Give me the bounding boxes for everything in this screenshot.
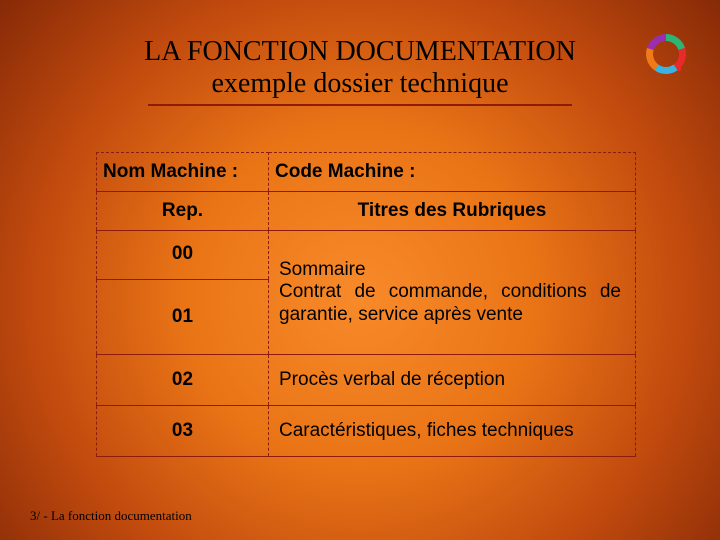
footer-text: 3/ - La fonction documentation [30,508,192,524]
header-code-machine: Code Machine : [269,153,636,192]
subheader-rubriques: Titres des Rubriques [269,192,636,231]
header-nom-machine: Nom Machine : [97,153,269,192]
rubrique-cell: Sommaire [279,259,366,280]
slide-title: LA FONCTION DOCUMENTATION exemple dossie… [0,36,720,106]
subheader-rep: Rep. [97,192,269,231]
rep-cell: 01 [97,280,269,355]
rubrique-cell: Procès verbal de réception [269,355,636,406]
rep-cell: 02 [97,355,269,406]
rubrique-cell: Contrat de commande, conditions de garan… [279,281,621,324]
rep-cell: 03 [97,406,269,457]
table-header-row: Nom Machine : Code Machine : [97,153,636,192]
table-subheader-row: Rep. Titres des Rubriques [97,192,636,231]
title-line-2: exemple dossier technique [0,68,720,100]
title-line-1: LA FONCTION DOCUMENTATION [0,36,720,68]
table-row: 02 Procès verbal de réception [97,355,636,406]
rubrique-cell: Caractéristiques, fiches techniques [269,406,636,457]
title-underline [148,104,572,106]
documentation-table: Nom Machine : Code Machine : Rep. Titres… [96,152,636,457]
table-row: 00 Sommaire Contrat de commande, conditi… [97,231,636,280]
rep-cell: 00 [97,231,269,280]
table-row: 03 Caractéristiques, fiches techniques [97,406,636,457]
